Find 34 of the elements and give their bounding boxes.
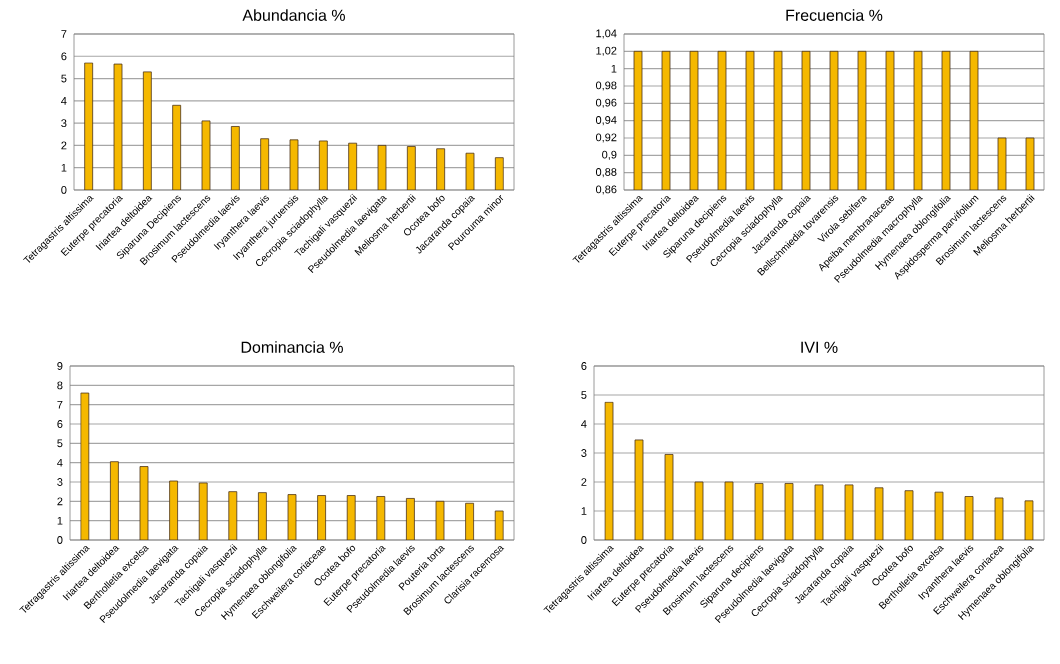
bar (228, 491, 238, 540)
bar (1024, 500, 1034, 540)
chart-title: Frecuencia % (786, 9, 883, 21)
bar (169, 480, 178, 540)
bar (435, 500, 445, 540)
bar (346, 495, 356, 540)
bar (80, 392, 90, 540)
bar (694, 481, 704, 540)
bar (494, 510, 504, 540)
bar (784, 483, 794, 540)
bar (287, 494, 297, 540)
chart-title: IVI % (801, 341, 838, 353)
bar (634, 439, 644, 540)
bar (110, 461, 119, 540)
bar (664, 454, 674, 540)
bar (406, 498, 415, 540)
chart-title: Dominancia % (241, 341, 343, 353)
bar (317, 495, 327, 540)
bar (964, 496, 974, 540)
chart-title: Abundancia % (242, 9, 345, 21)
bar (465, 502, 475, 540)
bar (139, 466, 149, 540)
bar (814, 484, 824, 540)
bar (994, 497, 1004, 540)
bar (258, 492, 267, 540)
bar (198, 482, 208, 540)
bar (934, 491, 944, 540)
bar (904, 490, 914, 540)
bar (724, 481, 734, 540)
bar (376, 496, 386, 540)
bar (874, 487, 884, 540)
bar (604, 401, 614, 540)
bar (754, 483, 764, 540)
bar (844, 484, 854, 540)
